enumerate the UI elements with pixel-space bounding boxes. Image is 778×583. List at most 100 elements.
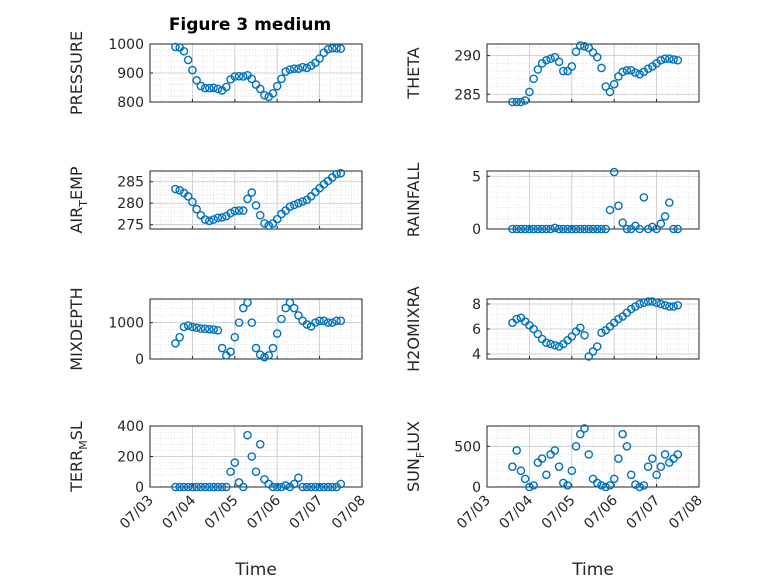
y-tick-label: 5 [472, 169, 481, 185]
data-point [516, 97, 526, 107]
data-point [622, 224, 632, 234]
data-point [196, 210, 206, 220]
data-point [336, 168, 346, 178]
data-point [609, 167, 619, 177]
data-point [533, 224, 543, 234]
data-point [217, 213, 227, 222]
data-point [281, 67, 290, 76]
data-point [294, 198, 303, 208]
subplot-rainfall: 0 5 RAINFALL [404, 163, 700, 238]
data-point [605, 205, 615, 215]
data-point [626, 304, 636, 314]
y-tick-label: 0 [135, 352, 144, 368]
data-point [512, 314, 521, 324]
data-point [289, 479, 299, 489]
data-point [567, 332, 577, 341]
y-tick-label: 1000 [108, 37, 144, 53]
data-point [537, 224, 547, 234]
data-point [255, 84, 265, 94]
data-point [230, 458, 240, 467]
data-point [311, 482, 320, 492]
data-point [609, 79, 619, 89]
data-point [648, 222, 657, 232]
data-point [234, 206, 244, 215]
data-point [571, 47, 581, 57]
data-point [639, 481, 649, 490]
data-point [251, 343, 261, 353]
data-point [512, 97, 521, 107]
data-point [188, 197, 197, 207]
data-point [669, 454, 678, 463]
data-point [222, 82, 231, 92]
data-point [294, 64, 303, 73]
data-point [563, 66, 572, 76]
x-axis-label: Time [571, 560, 614, 580]
data-point [302, 63, 312, 73]
data-point [618, 218, 627, 227]
data-point [272, 482, 282, 492]
data-point [605, 481, 615, 490]
data-point [205, 324, 214, 334]
axes-box [149, 170, 363, 230]
y-axis-label: SUNFLUX [404, 421, 427, 492]
data-point [614, 201, 623, 211]
y-tick-label: 285 [454, 87, 481, 103]
data-point [529, 324, 538, 334]
data-point [251, 80, 261, 89]
data-point [234, 478, 244, 487]
data-point [196, 482, 206, 492]
data-point [272, 214, 282, 224]
x-tick-label: 07/08 [666, 493, 706, 533]
data-point [660, 212, 670, 221]
data-point [311, 318, 320, 327]
data-point [584, 450, 594, 459]
data-point [205, 83, 214, 93]
subplot-air-temp: 275 280 285 AIRTEMP [67, 166, 363, 234]
data-point [179, 322, 189, 332]
data-point [542, 470, 551, 480]
data-point [336, 44, 346, 53]
data-point [175, 186, 184, 195]
data-point [656, 55, 666, 65]
data-point [311, 58, 320, 68]
y-axis-label: RAINFALL [404, 163, 423, 238]
data-point [332, 169, 341, 179]
data-point [234, 71, 244, 81]
data-point [213, 84, 223, 94]
data-point [631, 302, 640, 311]
data-point [217, 482, 227, 492]
data-point [205, 216, 214, 226]
data-point [592, 342, 602, 351]
data-point [559, 478, 568, 488]
data-point [319, 482, 329, 492]
data-point [563, 481, 572, 490]
data-point [298, 62, 307, 72]
data-point [277, 482, 286, 492]
data-point [546, 224, 555, 234]
data-point [520, 474, 530, 484]
data-point [643, 462, 653, 471]
x-tick-label: 07/05 [202, 493, 242, 533]
data-point [302, 482, 312, 492]
data-point [542, 224, 551, 234]
x-tick-label: 07/07 [624, 493, 664, 533]
data-point [192, 75, 201, 85]
data-point [614, 72, 623, 81]
data-point [652, 224, 661, 234]
figure-title: Figure 3 medium [169, 15, 331, 35]
data-point [575, 41, 585, 50]
data-point [635, 224, 644, 234]
x-tick-label: 07/07 [287, 493, 327, 533]
data-point [584, 352, 594, 361]
subplot-h2omixra: 4 6 8 H2OMIXRA [404, 286, 700, 372]
subplot-mixdepth: 0 1000 MIXDEPTH [67, 287, 363, 371]
data-point [260, 91, 269, 100]
axes-box [149, 298, 363, 360]
data-point [209, 325, 218, 334]
data-point [319, 316, 329, 326]
data-point [508, 224, 517, 234]
data-point [251, 467, 261, 477]
y-tick-label: 280 [117, 196, 144, 212]
subplot-sun-flux: 0 500 07/03 07/04 07/05 07/06 07/07 07/08 Time SU… [404, 421, 706, 580]
data-point [592, 224, 602, 234]
